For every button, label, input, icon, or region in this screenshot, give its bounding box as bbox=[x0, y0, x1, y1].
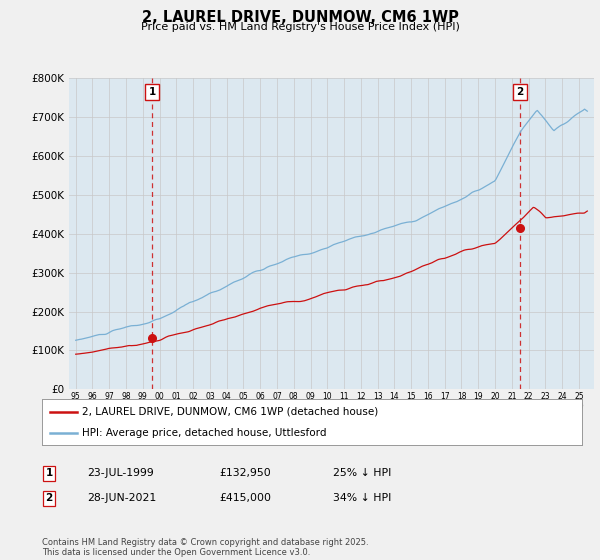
Text: 1: 1 bbox=[148, 87, 155, 97]
Text: 34% ↓ HPI: 34% ↓ HPI bbox=[333, 493, 391, 503]
Text: 2, LAUREL DRIVE, DUNMOW, CM6 1WP (detached house): 2, LAUREL DRIVE, DUNMOW, CM6 1WP (detach… bbox=[83, 407, 379, 417]
Text: 23-JUL-1999: 23-JUL-1999 bbox=[87, 468, 154, 478]
Text: 2, LAUREL DRIVE, DUNMOW, CM6 1WP: 2, LAUREL DRIVE, DUNMOW, CM6 1WP bbox=[142, 10, 458, 25]
Text: 28-JUN-2021: 28-JUN-2021 bbox=[87, 493, 156, 503]
Text: 1: 1 bbox=[46, 468, 53, 478]
Text: 25% ↓ HPI: 25% ↓ HPI bbox=[333, 468, 391, 478]
Text: £132,950: £132,950 bbox=[219, 468, 271, 478]
Text: £415,000: £415,000 bbox=[219, 493, 271, 503]
Text: 2: 2 bbox=[517, 87, 524, 97]
Text: Contains HM Land Registry data © Crown copyright and database right 2025.
This d: Contains HM Land Registry data © Crown c… bbox=[42, 538, 368, 557]
Text: Price paid vs. HM Land Registry's House Price Index (HPI): Price paid vs. HM Land Registry's House … bbox=[140, 22, 460, 32]
Text: 2: 2 bbox=[46, 493, 53, 503]
Text: HPI: Average price, detached house, Uttlesford: HPI: Average price, detached house, Uttl… bbox=[83, 428, 327, 438]
